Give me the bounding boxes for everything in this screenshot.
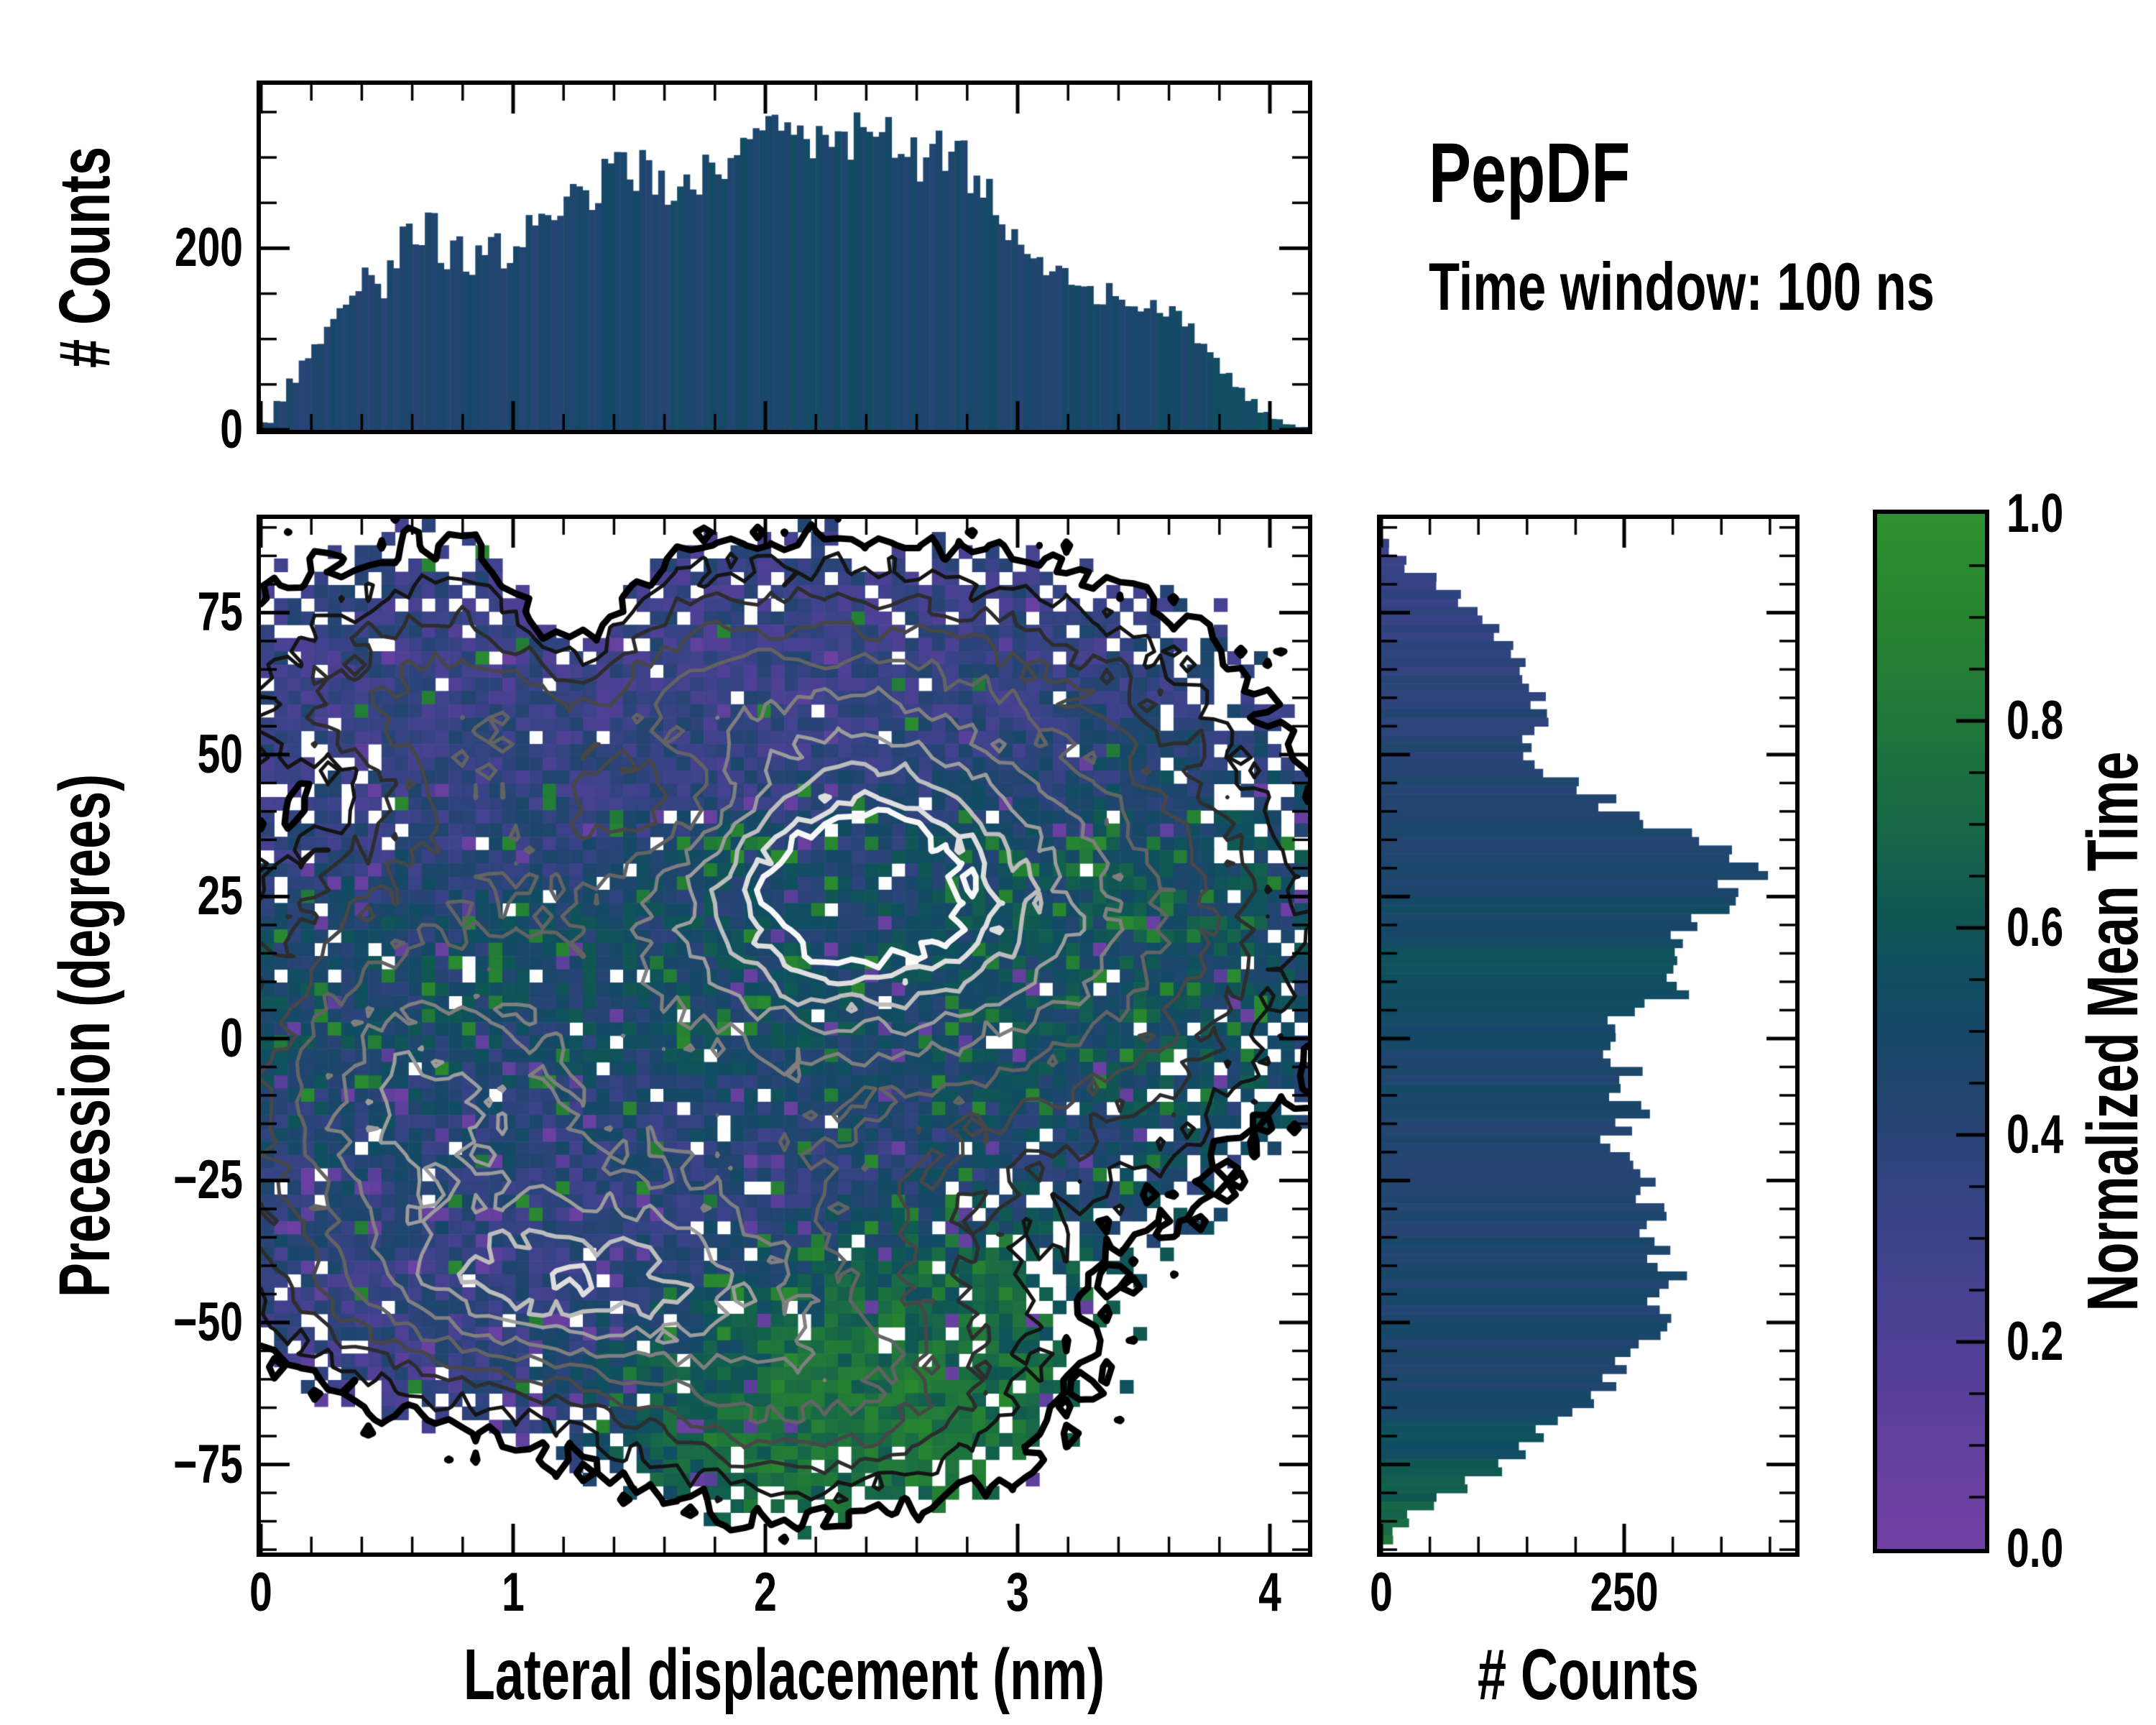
tick-label: 2 [754,1562,777,1623]
tick-label: −75 [173,1433,243,1495]
tick-label: 25 [197,865,243,927]
main-y-axis-label: Precession (degrees) [45,773,125,1298]
tick-label: 0 [1370,1562,1393,1623]
tick-label: 200 [174,217,243,279]
tick-label: −25 [173,1149,243,1211]
main-heatmap-canvas [261,519,1308,1552]
tick-label: 3 [1006,1562,1029,1623]
tick-label: 0 [249,1562,272,1623]
tick-label: −50 [173,1292,243,1353]
tick-label: 1 [502,1562,525,1623]
tick-label: 4 [1258,1562,1281,1623]
figure-subtitle: Time window: 100 ns [1429,249,1935,324]
colorbar-axis-label: Normalized Mean Time [2073,751,2153,1312]
top-histogram-panel [257,80,1312,434]
tick-label: 0.0 [2007,1518,2064,1579]
tick-label: 0.4 [2007,1104,2064,1165]
main-heatmap-panel [257,515,1312,1557]
tick-label: 50 [197,723,243,785]
tick-label: 75 [197,581,243,643]
top-hist-y-axis-label: # Counts [45,146,125,369]
tick-label: 0.2 [2007,1311,2064,1372]
right-hist-x-axis-label: # Counts [1477,1634,1700,1715]
right-histogram-panel [1377,515,1800,1557]
tick-label: 0 [220,399,243,460]
figure-title: PepDF [1429,126,1631,221]
tick-label: 250 [1590,1562,1659,1623]
tick-label: 0.6 [2007,897,2064,958]
tick-label: 0 [220,1007,243,1069]
main-x-axis-label: Lateral displacement (nm) [463,1634,1105,1715]
tick-label: 0.8 [2007,690,2064,751]
right-histogram-canvas [1381,519,1795,1552]
top-histogram-canvas [261,85,1308,430]
tick-label: 1.0 [2007,483,2064,544]
colorbar-canvas [1877,514,1985,1549]
colorbar-panel [1873,510,1989,1553]
